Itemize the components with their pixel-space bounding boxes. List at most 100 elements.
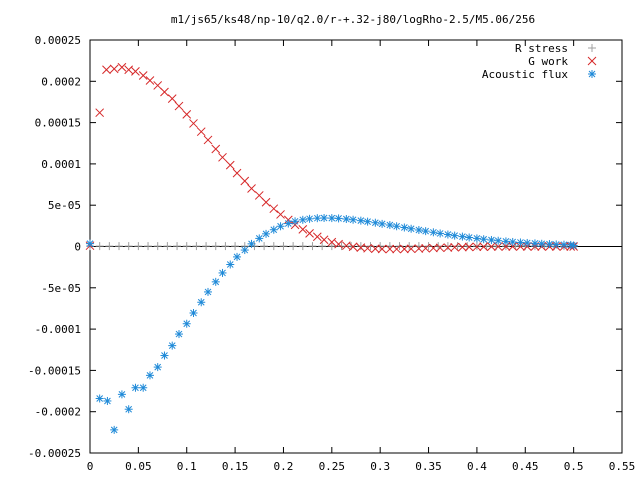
data-point (168, 341, 177, 350)
data-point (153, 363, 162, 372)
data-point (421, 243, 430, 253)
data-point (163, 242, 172, 251)
y-tick-label: 0.00015 (35, 117, 81, 130)
data-point (167, 94, 177, 103)
data-point (254, 191, 264, 200)
x-tick-label: 0.55 (609, 460, 636, 473)
data-point (334, 214, 343, 223)
x-tick-label: 0.45 (512, 460, 539, 473)
x-tick-label: 0.05 (125, 460, 152, 473)
y-tick-label: 5e-05 (48, 199, 81, 212)
data-point (86, 239, 94, 248)
data-point (124, 65, 134, 75)
data-point (262, 229, 271, 238)
data-point (115, 242, 124, 251)
data-point (247, 239, 256, 248)
data-point (436, 229, 445, 238)
series-acoustic-flux (86, 214, 578, 434)
data-point (211, 242, 220, 251)
data-point (231, 242, 240, 251)
data-point (453, 242, 462, 251)
data-point (160, 87, 169, 97)
data-point (109, 64, 119, 74)
y-tick-label: -0.0001 (35, 323, 81, 336)
data-point (269, 242, 278, 251)
data-point (327, 237, 337, 247)
data-point (192, 242, 201, 251)
data-point (269, 225, 278, 234)
data-point (487, 242, 496, 252)
data-point (298, 215, 307, 224)
series-layer (85, 62, 578, 434)
data-point (308, 242, 317, 251)
data-point (211, 144, 221, 154)
data-point (479, 242, 489, 252)
x-tick-label: 0.5 (564, 460, 584, 473)
data-point (173, 242, 182, 251)
data-point (458, 232, 467, 241)
data-point (334, 239, 343, 249)
data-point (363, 243, 372, 253)
data-point (537, 239, 546, 248)
data-point (435, 243, 445, 253)
data-point (312, 232, 322, 242)
x-tick-label: 0.25 (319, 460, 346, 473)
data-point (443, 243, 453, 252)
data-point (406, 244, 416, 254)
data-point (298, 242, 307, 251)
x-axis: 0 0.05 0.1 0.15 0.2 0.25 0.3 0.35 0.4 0.45 0.5 0.55 (87, 40, 636, 473)
data-point (218, 152, 227, 162)
x-tick-label: 0 (87, 460, 94, 473)
data-point (189, 308, 198, 317)
data-point (313, 214, 322, 223)
y-tick-label: -0.0002 (35, 406, 81, 419)
data-point (356, 216, 365, 225)
data-point (124, 242, 133, 251)
data-point (465, 233, 474, 242)
data-point (134, 242, 143, 251)
data-point (545, 240, 554, 249)
data-point (221, 242, 230, 251)
data-point (276, 210, 285, 219)
legend-label: G work (528, 55, 568, 68)
data-point (197, 298, 206, 307)
data-point (405, 242, 414, 251)
y-tick-label: 0.0002 (41, 75, 81, 88)
data-point (174, 330, 183, 339)
chart-title: m1/js65/ks48/np-10/q2.0/r-+.32-j80/logRh… (171, 13, 535, 26)
data-point (487, 235, 496, 244)
data-point (225, 160, 235, 170)
data-point (260, 242, 269, 251)
legend-label: R stress (515, 42, 568, 55)
data-point (421, 227, 430, 236)
series-g-work (85, 62, 578, 254)
data-point (569, 241, 578, 250)
data-point (443, 230, 452, 239)
data-point (429, 243, 438, 253)
data-point (450, 242, 460, 252)
y-tick-label: 0.00025 (35, 34, 81, 47)
data-point (240, 246, 249, 255)
data-point (349, 215, 358, 224)
data-point (319, 235, 329, 245)
data-point (327, 242, 336, 251)
legend-marker (587, 56, 597, 66)
data-point (494, 236, 503, 245)
data-point (160, 351, 169, 360)
data-point (472, 234, 481, 243)
data-point (196, 127, 206, 137)
data-point (153, 81, 163, 90)
data-point (102, 65, 111, 75)
data-point (516, 242, 525, 251)
data-point (523, 238, 532, 247)
data-point (131, 383, 140, 392)
data-point (232, 168, 242, 178)
data-point (414, 225, 423, 234)
y-tick-label: -0.00025 (28, 447, 81, 460)
data-point (458, 242, 467, 252)
data-point (226, 260, 235, 269)
data-point (174, 101, 184, 111)
x-tick-label: 0.15 (222, 460, 249, 473)
data-point (370, 244, 380, 254)
